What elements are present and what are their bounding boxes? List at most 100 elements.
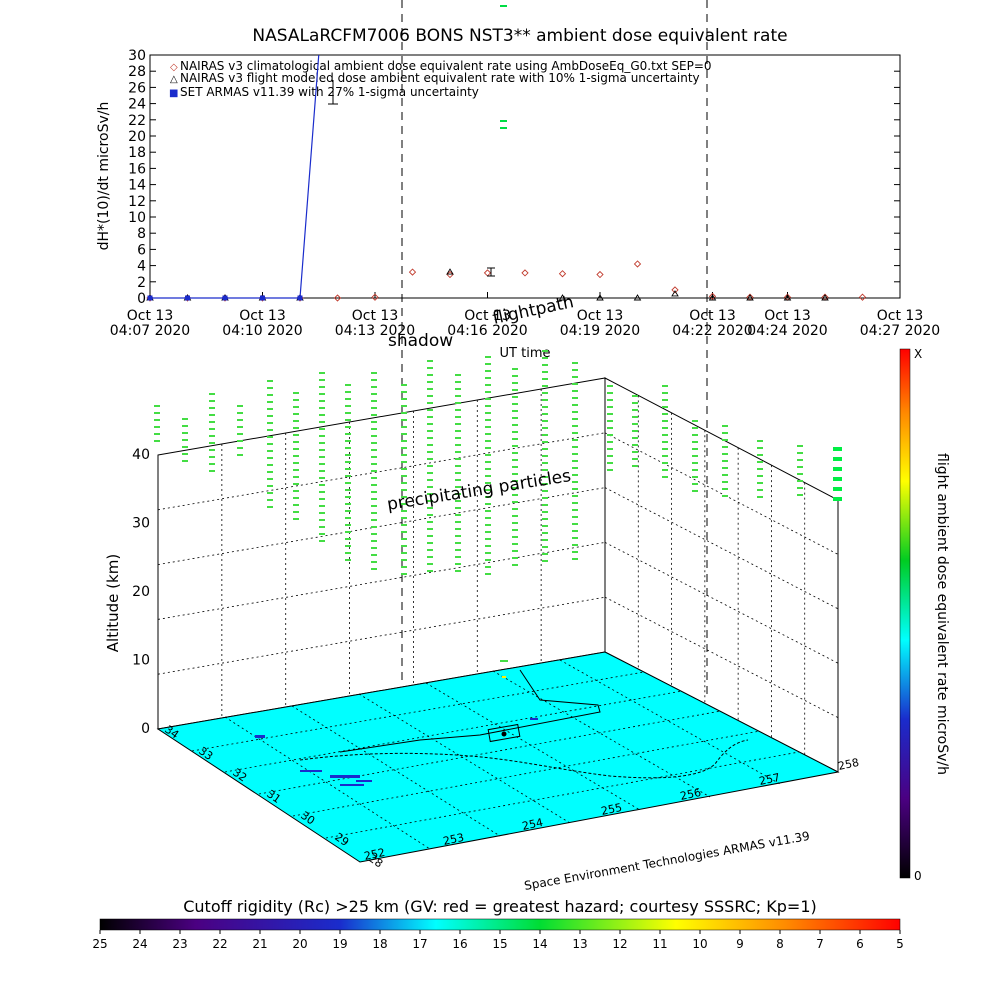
- particle-mark: [455, 486, 461, 488]
- climatological-point: [483, 269, 492, 277]
- cutoff-tick-label: 17: [412, 937, 427, 951]
- particle-mark: [371, 477, 377, 479]
- particle-mark: [572, 404, 578, 406]
- particle-mark: [632, 416, 638, 418]
- particle-mark: [267, 471, 273, 473]
- particle-mark: [757, 440, 763, 442]
- y-tick-label: 10: [128, 210, 146, 226]
- particle-mark: [542, 385, 548, 387]
- side-grid-line: [604, 432, 839, 555]
- particle-mark: [237, 440, 243, 442]
- particle-mark: [427, 430, 433, 432]
- particle-mark: [401, 545, 407, 547]
- particle-mark: [345, 559, 351, 561]
- particle-mark: [572, 523, 578, 525]
- longitude-axis: 252 253 254 255 256 257 258: [363, 756, 860, 863]
- particle-mark: [237, 405, 243, 407]
- armas-series-line: [150, 54, 320, 299]
- particle-mark: [293, 413, 299, 415]
- particle-mark: [319, 491, 325, 493]
- particle-mark: [572, 411, 578, 413]
- particle-mark: [345, 398, 351, 400]
- x-tick-date: Oct 13: [764, 308, 810, 324]
- particle-mark: [512, 459, 518, 461]
- y-tick-label: 18: [128, 145, 146, 161]
- particle-mark: [512, 487, 518, 489]
- particle-mark: [345, 489, 351, 491]
- particle-mark: [572, 369, 578, 371]
- particle-mark: [427, 360, 433, 362]
- particle-mark: [485, 482, 491, 484]
- particle-mark: [345, 412, 351, 414]
- particle-mark: [455, 556, 461, 558]
- particle-mark: [401, 468, 407, 470]
- particle-mark: [371, 568, 377, 570]
- particle-mark: [345, 384, 351, 386]
- particle-mark: [209, 463, 215, 465]
- y-tick-label: 4: [137, 259, 146, 275]
- particle-mark: [319, 463, 325, 465]
- particle-mark: [267, 408, 273, 410]
- z-tick-label: 30: [132, 516, 150, 532]
- cutoff-tick-label: 19: [332, 937, 347, 951]
- particle-mark: [293, 518, 299, 520]
- particle-mark: [455, 430, 461, 432]
- particle-mark: [401, 440, 407, 442]
- particle-mark: [427, 402, 433, 404]
- particle-mark: [401, 405, 407, 407]
- dose-colorbar: [899, 348, 911, 879]
- x-tick-date: Oct 13: [352, 308, 398, 324]
- particle-mark: [371, 554, 377, 556]
- flight-model-point: [746, 294, 754, 301]
- particle-mark: [427, 388, 433, 390]
- z-tick-label: 10: [132, 653, 150, 669]
- lon-tick-label: 258: [837, 756, 860, 773]
- particle-mark: [722, 488, 728, 490]
- particle-mark: [182, 453, 188, 455]
- particle-mark: [542, 406, 548, 408]
- x-tick-date: Oct 13: [877, 308, 923, 324]
- flight-model-point: [671, 290, 679, 297]
- cutoff-tick-label: 21: [252, 937, 267, 951]
- particle-mark: [512, 382, 518, 384]
- cutoff-tick-label: 9: [736, 937, 744, 951]
- cutoff-tick-label: 16: [452, 937, 467, 951]
- particle-mark: [512, 417, 518, 419]
- particle-mark: [757, 482, 763, 484]
- particle-mark: [542, 427, 548, 429]
- particle-mark: [209, 421, 215, 423]
- back-grid-line: [157, 432, 606, 511]
- particle-mark: [427, 437, 433, 439]
- cutoff-tick-label: 12: [612, 937, 627, 951]
- x-tick-time: 04:13 2020: [335, 323, 415, 339]
- particle-mark: [371, 491, 377, 493]
- particle-mark: [572, 488, 578, 490]
- particle-mark: [345, 482, 351, 484]
- lon-tick-label: 255: [600, 801, 623, 818]
- particle-mark: [345, 419, 351, 421]
- climatological-point: [521, 269, 529, 277]
- particle-mark: [371, 379, 377, 381]
- particle-mark: [371, 442, 377, 444]
- particle-mark: [632, 458, 638, 460]
- particle-mark: [267, 485, 273, 487]
- particle-mark: [401, 552, 407, 554]
- particle-mark: [319, 512, 325, 514]
- particle-mark: [542, 392, 548, 394]
- particle-mark: [293, 441, 299, 443]
- particle-mark: [485, 559, 491, 561]
- particle-mark: [485, 370, 491, 372]
- particle-mark: [427, 507, 433, 509]
- particle-mark: [293, 420, 299, 422]
- climatological-point: [446, 270, 454, 279]
- particle-mark: [293, 476, 299, 478]
- particle-mark: [572, 474, 578, 476]
- particle-mark: [542, 518, 548, 520]
- particle-mark: [485, 398, 491, 400]
- particle-mark: [542, 420, 548, 422]
- particle-mark: [485, 538, 491, 540]
- particle-mark: [293, 490, 299, 492]
- particle-mark: [797, 452, 803, 454]
- particle-mark: [757, 468, 763, 470]
- particle-mark: [572, 502, 578, 504]
